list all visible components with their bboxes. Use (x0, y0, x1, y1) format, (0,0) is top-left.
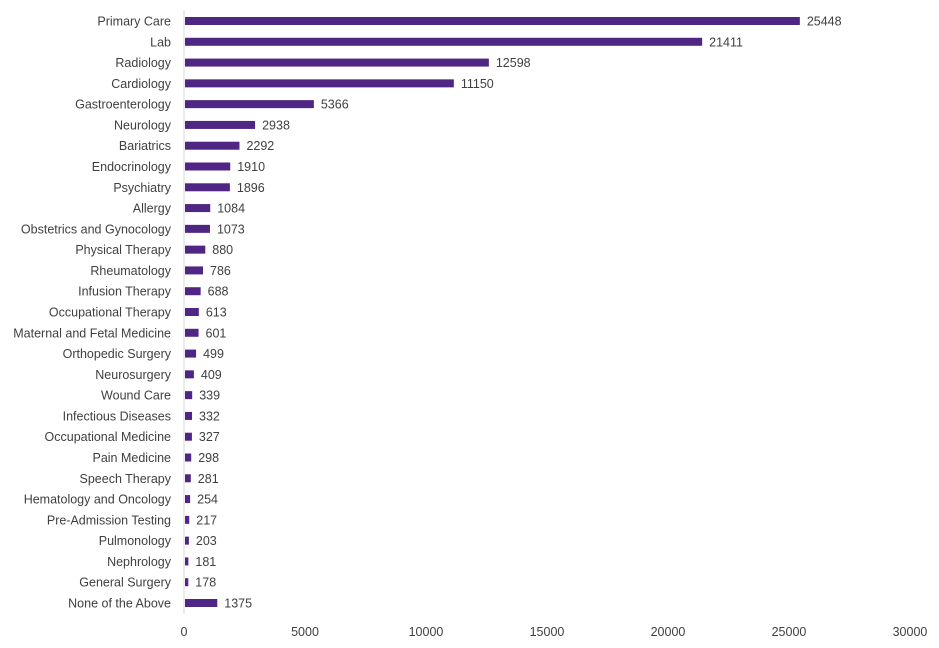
bar (185, 224, 210, 233)
category-label: Physical Therapy (75, 243, 171, 257)
category-label: None of the Above (68, 597, 171, 611)
category-label: General Surgery (79, 576, 171, 590)
category-label: Rheumatology (90, 264, 171, 278)
bar (185, 411, 193, 420)
category-label: Wound Care (101, 389, 171, 403)
bar (185, 495, 191, 504)
category-label: Primary Care (97, 15, 171, 29)
category-label: Obstetrics and Gynocology (21, 222, 172, 236)
data-label: 21411 (709, 35, 743, 49)
bar (185, 79, 454, 88)
bar (185, 328, 199, 337)
data-label: 332 (199, 409, 220, 423)
data-label: 25448 (807, 15, 842, 29)
x-tick-label: 25000 (772, 625, 807, 639)
category-label: Psychiatry (113, 181, 171, 195)
category-label: Occupational Medicine (45, 430, 172, 444)
category-label: Speech Therapy (80, 472, 172, 486)
bar (185, 599, 218, 607)
category-label: Cardiology (111, 77, 172, 91)
data-label: 2292 (246, 139, 274, 153)
x-tick-label: 15000 (530, 625, 565, 639)
data-label: 178 (195, 576, 216, 590)
bar (185, 204, 211, 213)
category-label: Orthopedic Surgery (63, 347, 172, 361)
category-label: Infusion Therapy (78, 285, 172, 299)
bar (185, 432, 192, 441)
data-label: 12598 (496, 56, 531, 70)
data-label: 217 (196, 513, 217, 527)
category-label: Gastroenterology (75, 98, 172, 112)
bar (185, 245, 206, 254)
category-label: Neurosurgery (95, 368, 171, 382)
data-label: 203 (196, 534, 217, 548)
category-label: Lab (150, 35, 171, 49)
bar (185, 557, 189, 566)
bar (185, 308, 199, 316)
bar (185, 141, 240, 150)
data-label: 2938 (262, 118, 290, 132)
category-label: Neurology (114, 118, 172, 132)
data-label: 613 (206, 306, 227, 320)
category-label: Pulmonology (99, 534, 172, 548)
category-label: Allergy (133, 202, 172, 216)
category-label: Bariatrics (119, 139, 171, 153)
bar (185, 162, 231, 171)
bar (185, 536, 189, 545)
bar (185, 266, 204, 275)
category-label: Infectious Diseases (63, 409, 171, 423)
data-label: 1375 (224, 597, 252, 611)
data-label: 5366 (321, 98, 349, 112)
bar (185, 287, 201, 296)
data-label: 281 (198, 472, 219, 486)
bar (185, 58, 489, 67)
data-label: 1073 (217, 222, 245, 236)
data-label: 409 (201, 368, 222, 382)
data-label: 601 (206, 326, 227, 340)
data-label: 880 (212, 243, 233, 257)
x-tick-label: 20000 (651, 625, 686, 639)
category-label: Pain Medicine (92, 451, 171, 465)
bar (185, 391, 193, 400)
bar (185, 370, 194, 379)
category-label: Maternal and Fetal Medicine (13, 326, 171, 340)
data-label: 298 (198, 451, 219, 465)
bar (185, 349, 197, 358)
data-label: 181 (195, 555, 216, 569)
category-label: Endocrinology (92, 160, 172, 174)
bar (185, 100, 314, 109)
data-label: 327 (199, 430, 220, 444)
data-label: 499 (203, 347, 224, 361)
bar (185, 578, 189, 587)
data-label: 1084 (217, 202, 245, 216)
data-label: 254 (197, 493, 218, 507)
x-tick-label: 5000 (291, 625, 319, 639)
data-label: 688 (208, 285, 229, 299)
bar (185, 515, 190, 524)
bar (185, 183, 230, 192)
data-label: 11150 (461, 77, 494, 91)
category-label: Nephrology (107, 555, 172, 569)
data-label: 786 (210, 264, 231, 278)
x-tick-label: 10000 (409, 625, 444, 639)
data-label: 339 (199, 389, 220, 403)
bar (185, 17, 800, 25)
data-label: 1896 (237, 181, 265, 195)
data-label: 1910 (237, 160, 265, 174)
category-label: Pre-Admission Testing (47, 513, 171, 527)
category-label: Hematology and Oncology (24, 493, 172, 507)
category-label: Occupational Therapy (49, 306, 172, 320)
category-label: Radiology (115, 56, 171, 70)
bar (185, 120, 256, 129)
bar (185, 474, 191, 483)
x-tick-label: 0 (181, 625, 188, 639)
x-tick-label: 30000 (893, 625, 928, 639)
bar (185, 37, 703, 46)
bar (185, 453, 192, 462)
